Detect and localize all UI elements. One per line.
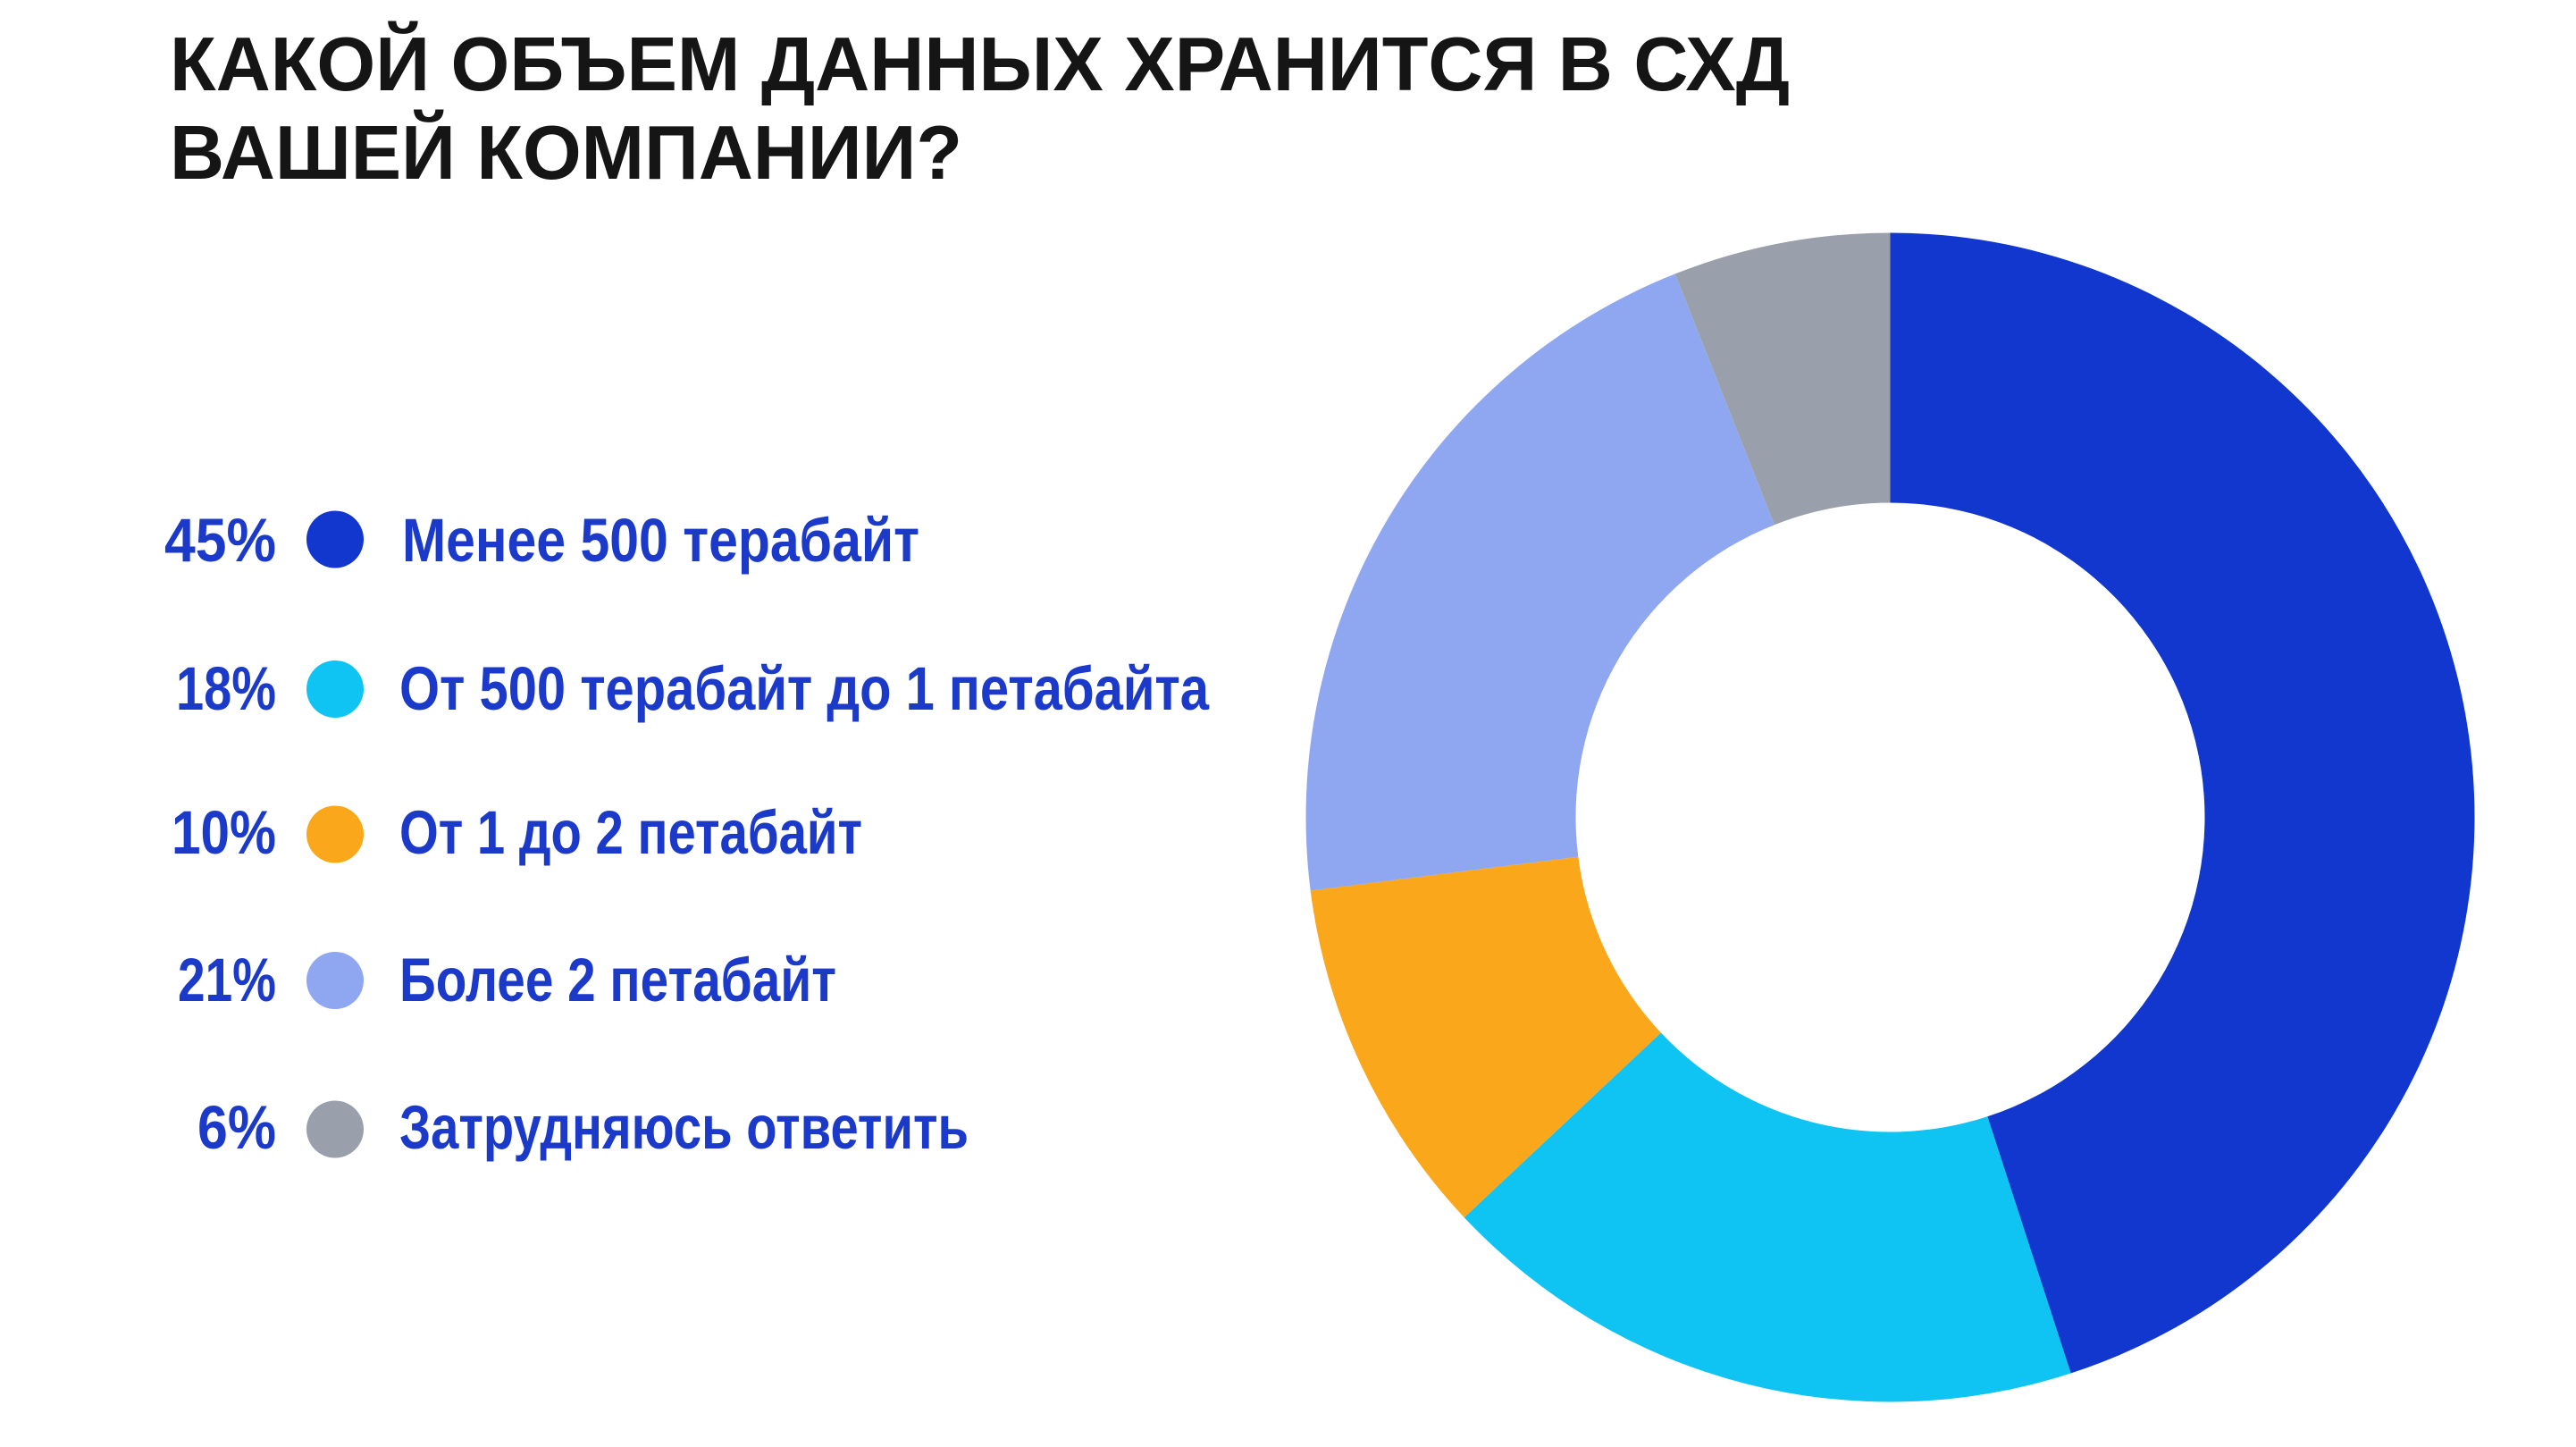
svg-text:От 500 терабайт до 1 петабайта: От 500 терабайт до 1 петабайта bbox=[399, 654, 1210, 723]
svg-text:Менее 500 терабайт: Менее 500 терабайт bbox=[402, 506, 919, 575]
svg-text:6%: 6% bbox=[197, 1093, 276, 1162]
svg-text:10%: 10% bbox=[172, 798, 276, 867]
svg-text:КАКОЙ ОБЪЕМ ДАННЫХ ХРАНИТСЯ В: КАКОЙ ОБЪЕМ ДАННЫХ ХРАНИТСЯ В СХД bbox=[170, 21, 1790, 107]
svg-text:18%: 18% bbox=[176, 654, 276, 723]
svg-text:45%: 45% bbox=[164, 506, 276, 575]
svg-text:Затрудняюсь ответить: Затрудняюсь ответить bbox=[399, 1093, 969, 1162]
svg-text:ВАШЕЙ КОМПАНИИ?: ВАШЕЙ КОМПАНИИ? bbox=[170, 109, 962, 196]
svg-text:От 1 до 2 петабайт: От 1 до 2 петабайт bbox=[399, 798, 862, 867]
svg-text:21%: 21% bbox=[178, 946, 276, 1014]
svg-text:Более 2 петабайт: Более 2 петабайт bbox=[399, 946, 836, 1014]
